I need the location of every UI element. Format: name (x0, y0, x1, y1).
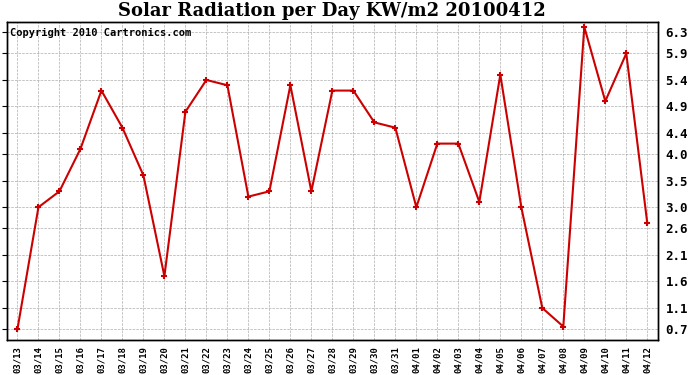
Title: Solar Radiation per Day KW/m2 20100412: Solar Radiation per Day KW/m2 20100412 (119, 2, 546, 20)
Text: Copyright 2010 Cartronics.com: Copyright 2010 Cartronics.com (10, 28, 191, 38)
